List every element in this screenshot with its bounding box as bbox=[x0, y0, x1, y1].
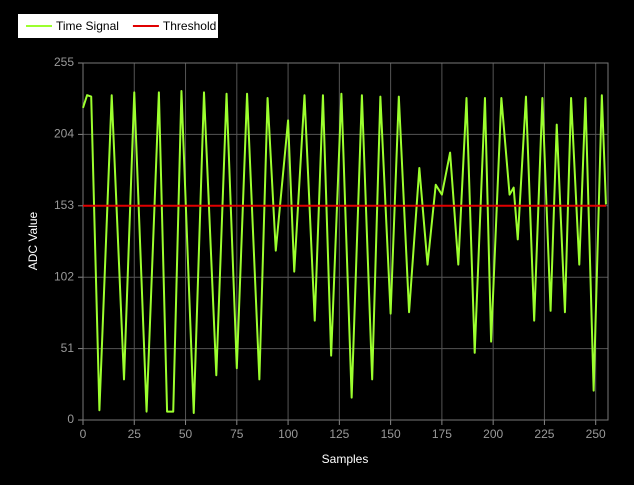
x-tick-label: 25 bbox=[128, 427, 142, 441]
x-tick-label: 225 bbox=[534, 427, 554, 441]
y-tick-label: 51 bbox=[61, 341, 75, 355]
y-tick-label: 255 bbox=[54, 55, 74, 69]
x-tick-label: 125 bbox=[329, 427, 349, 441]
y-tick-label: 102 bbox=[54, 269, 74, 283]
y-tick-label: 204 bbox=[54, 127, 74, 141]
x-tick-label: 75 bbox=[230, 427, 244, 441]
x-tick-label: 175 bbox=[432, 427, 452, 441]
series-line bbox=[82, 90, 607, 414]
legend-label: Threshold bbox=[163, 19, 216, 33]
x-tick-label: 50 bbox=[179, 427, 193, 441]
y-axis-title: ADC Value bbox=[26, 211, 40, 270]
x-axis-title: Samples bbox=[322, 452, 369, 466]
x-tick-label: 100 bbox=[278, 427, 298, 441]
y-tick-label: 153 bbox=[54, 198, 74, 212]
x-tick-label: 0 bbox=[80, 427, 87, 441]
x-tick-label: 200 bbox=[483, 427, 503, 441]
plot-frame bbox=[82, 62, 609, 421]
y-tick-label: 0 bbox=[67, 412, 74, 426]
x-tick-label: 150 bbox=[381, 427, 401, 441]
x-tick-label: 250 bbox=[586, 427, 606, 441]
legend-label: Time Signal bbox=[56, 19, 119, 33]
